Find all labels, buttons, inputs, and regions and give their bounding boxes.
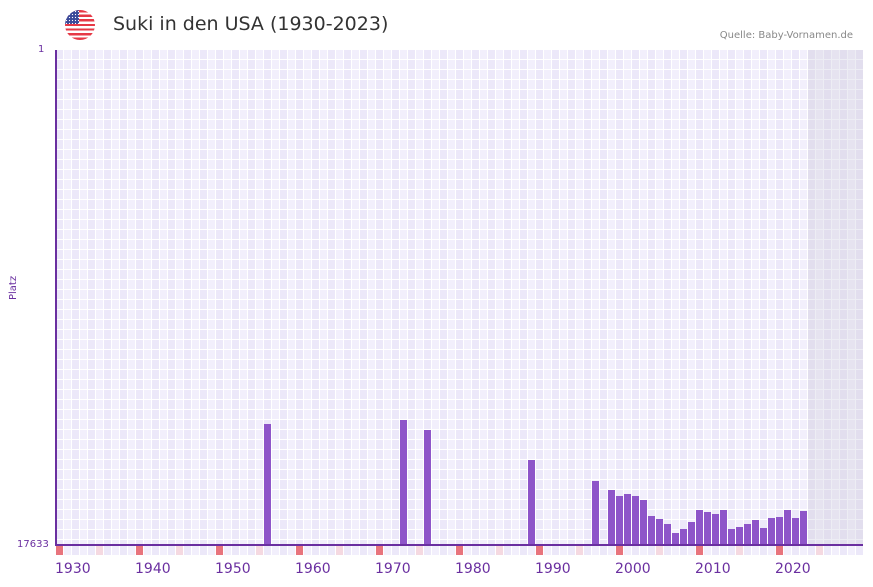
- year-marker: [296, 546, 303, 555]
- year-marker: [176, 546, 183, 555]
- bar-2007[interactable]: [672, 533, 679, 545]
- x-tick-label: 1990: [535, 561, 571, 577]
- bar-2015[interactable]: [736, 527, 743, 545]
- x-tick-label: 1970: [375, 561, 411, 577]
- year-marker: [576, 546, 583, 555]
- bar-2020[interactable]: [776, 517, 783, 545]
- x-tick-label: 2020: [775, 561, 811, 577]
- bar-2000[interactable]: [616, 496, 623, 545]
- bar-2021[interactable]: [784, 509, 791, 545]
- bar-2014[interactable]: [728, 529, 735, 545]
- year-marker: [736, 546, 743, 555]
- plot-area: [56, 50, 863, 545]
- y-tick-bottom: 17633: [17, 539, 49, 550]
- year-marker: [816, 546, 823, 555]
- bar-2001[interactable]: [624, 494, 631, 545]
- year-marker: [616, 546, 623, 555]
- future-shaded-region: [808, 50, 863, 545]
- bar-2011[interactable]: [704, 511, 711, 545]
- year-marker: [336, 546, 343, 555]
- year-marker: [416, 546, 423, 555]
- bar-1956[interactable]: [264, 424, 271, 545]
- bar-1997[interactable]: [592, 481, 599, 545]
- bar-2012[interactable]: [712, 514, 719, 545]
- year-marker: [56, 546, 63, 555]
- bar-2016[interactable]: [744, 524, 751, 545]
- bar-1976[interactable]: [424, 430, 431, 545]
- x-tick-label: 1980: [455, 561, 491, 577]
- year-marker: [536, 546, 543, 555]
- bar-1999[interactable]: [608, 490, 615, 545]
- y-axis-line: [55, 50, 57, 546]
- x-tick-label: 2000: [615, 561, 651, 577]
- chart-title: Suki in den USA (1930-2023): [113, 13, 389, 35]
- bar-2010[interactable]: [696, 509, 703, 545]
- year-marker: [216, 546, 223, 555]
- year-marker: [456, 546, 463, 555]
- bar-2003[interactable]: [640, 499, 647, 545]
- bar-2017[interactable]: [752, 520, 759, 545]
- bar-2009[interactable]: [688, 522, 695, 545]
- year-marker: [96, 546, 103, 555]
- bar-2019[interactable]: [768, 517, 775, 545]
- y-axis-title: Platz: [8, 275, 19, 300]
- bar-2006[interactable]: [664, 524, 671, 545]
- bar-2022[interactable]: [792, 517, 799, 545]
- bar-1973[interactable]: [400, 420, 407, 545]
- bar-2013[interactable]: [720, 509, 727, 545]
- x-axis-line: [55, 544, 863, 546]
- year-marker: [776, 546, 783, 555]
- x-tick-label: 1940: [135, 561, 171, 577]
- bar-2018[interactable]: [760, 528, 767, 545]
- bar-2008[interactable]: [680, 529, 687, 545]
- x-tick-label: 2010: [695, 561, 731, 577]
- bar-2023[interactable]: [800, 511, 807, 545]
- year-marker: [656, 546, 663, 555]
- bar-2002[interactable]: [632, 496, 639, 545]
- year-marker: [136, 546, 143, 555]
- year-marker: [496, 546, 503, 555]
- year-marker: [376, 546, 383, 555]
- year-marker: [256, 546, 263, 555]
- x-tick-label: 1960: [295, 561, 331, 577]
- year-marker: [696, 546, 703, 555]
- bar-2004[interactable]: [648, 515, 655, 545]
- x-tick-label: 1950: [215, 561, 251, 577]
- source-credit: Quelle: Baby-Vornamen.de: [719, 30, 853, 41]
- us-flag-icon: [65, 10, 95, 40]
- bar-1989[interactable]: [528, 460, 535, 545]
- y-tick-top: 1: [38, 44, 45, 55]
- bar-2005[interactable]: [656, 519, 663, 545]
- x-tick-label: 1930: [55, 561, 91, 577]
